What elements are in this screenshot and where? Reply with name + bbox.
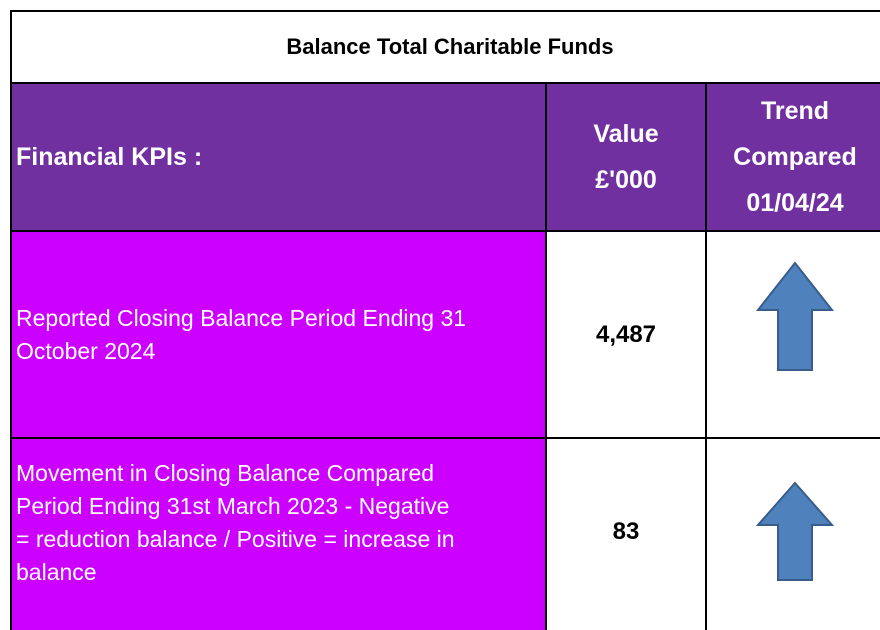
row-label: Reported Closing Balance Period Ending 3… <box>10 230 547 439</box>
text-line: balance <box>16 559 97 585</box>
header-cell: Trend Compared 01/04/24 <box>705 82 880 232</box>
text-line: October 2024 <box>16 337 156 364</box>
text-line: Financial KPIs : <box>16 142 203 171</box>
trend-arrow-up <box>755 261 835 371</box>
text-line: Reported Closing Balance Period Ending 3… <box>16 304 467 331</box>
value-text: 83 <box>612 518 640 545</box>
trend-cell <box>705 437 880 630</box>
table-title: Balance Total Charitable Funds <box>10 10 880 84</box>
text-line: Compared <box>733 143 857 171</box>
text-line: Period Ending 31st March 2023 - Negative <box>16 493 450 519</box>
text-line: Trend <box>760 97 830 125</box>
value-text: 4,487 <box>595 320 657 348</box>
text-line: Movement in Closing Balance Compared <box>16 460 435 486</box>
title-text: Balance Total Charitable Funds <box>286 34 614 59</box>
text-line: £'000 <box>595 166 657 194</box>
header-cell: Financial KPIs : <box>10 82 547 232</box>
text-line: = reduction balance / Positive = increas… <box>16 526 455 552</box>
row-label: Movement in Closing Balance Compared Peri… <box>10 437 547 630</box>
trend-arrow-up <box>755 481 835 581</box>
header-cell: Value £'000 <box>545 82 707 232</box>
value-cell: 4,487 <box>545 230 707 439</box>
text-line: Value <box>593 120 659 148</box>
value-cell: 83 <box>545 437 707 630</box>
text-line: 01/04/24 <box>746 189 844 217</box>
